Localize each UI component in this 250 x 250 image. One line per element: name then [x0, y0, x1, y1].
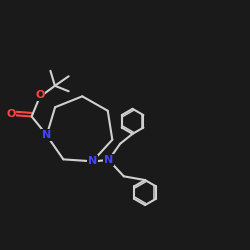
Text: N: N — [88, 156, 97, 166]
Text: O: O — [35, 90, 44, 100]
Text: N: N — [104, 155, 114, 165]
Text: O: O — [6, 109, 16, 119]
Text: N: N — [42, 130, 51, 140]
